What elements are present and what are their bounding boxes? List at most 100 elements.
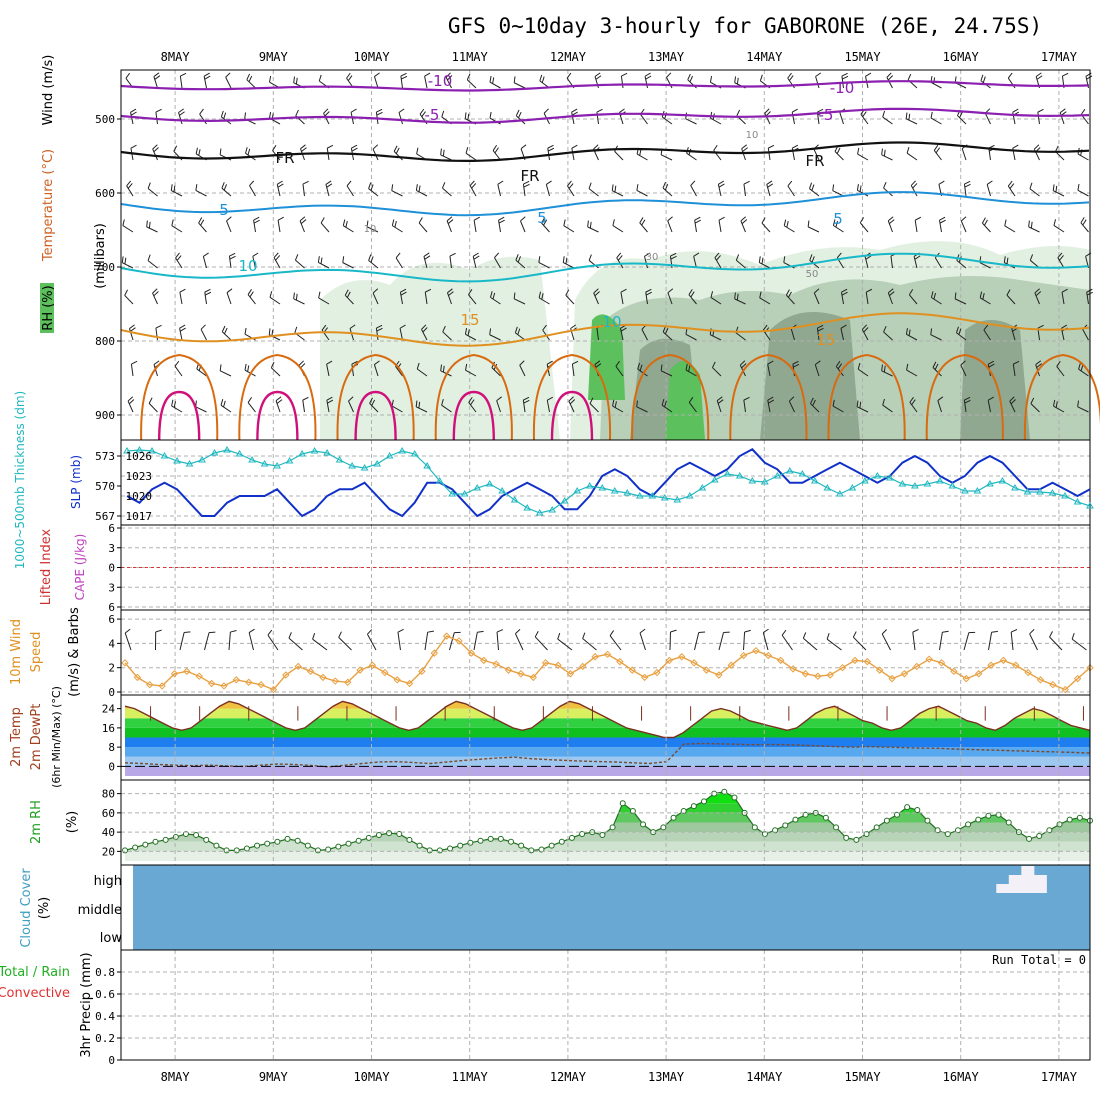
wind-barb bbox=[468, 294, 477, 305]
wind-barb-flag bbox=[718, 216, 725, 221]
wind-barb bbox=[645, 292, 648, 305]
wind-barb-flag bbox=[245, 147, 248, 154]
thickness-marker bbox=[185, 460, 194, 467]
wind-barb-flag bbox=[857, 362, 861, 370]
wind-barb bbox=[348, 400, 354, 413]
wind-barb-flag bbox=[767, 183, 774, 188]
wind-barb bbox=[690, 185, 697, 197]
wind-barb-flag bbox=[350, 108, 357, 113]
wind-barb bbox=[226, 292, 232, 305]
thickness-marker bbox=[423, 462, 432, 469]
wind-barb-flag bbox=[565, 257, 568, 265]
wind-barb bbox=[890, 256, 893, 269]
wind-barb-flag bbox=[298, 360, 304, 366]
thickness-marker bbox=[773, 472, 782, 479]
wind-barb bbox=[660, 154, 673, 161]
wind-barb-flag bbox=[1057, 252, 1063, 259]
wind-barb-flag bbox=[852, 631, 857, 638]
wind-barb-flag bbox=[1037, 324, 1044, 329]
wind-barb bbox=[247, 294, 256, 305]
wind-barb-flag bbox=[496, 396, 502, 402]
wind-barb-flag bbox=[247, 148, 251, 156]
wind-barb-flag bbox=[275, 396, 282, 402]
rh2m-marker bbox=[802, 811, 809, 818]
wind-barb-flag bbox=[326, 183, 333, 188]
wind-barb-flag bbox=[685, 363, 688, 371]
wind-barb-flag bbox=[325, 180, 332, 185]
wind-barb bbox=[803, 637, 818, 651]
wind-barb-flag bbox=[933, 292, 937, 300]
wind-barb-flag bbox=[146, 220, 148, 227]
slp-ylabel: SLP (mb) bbox=[69, 455, 83, 509]
wind-barb-flag bbox=[636, 184, 639, 191]
y-tick-label: 800 bbox=[95, 335, 115, 348]
wind10-marker bbox=[1012, 661, 1020, 669]
wind-barb-flag bbox=[248, 628, 255, 633]
wind-barb-flag bbox=[349, 324, 356, 329]
date-label-bottom: 14MAY bbox=[746, 1070, 783, 1084]
wind-barb-flag bbox=[783, 256, 786, 263]
rh2m-marker bbox=[558, 838, 565, 845]
thickness-line bbox=[126, 449, 1091, 514]
wind-barb bbox=[122, 262, 134, 269]
wind-barb-flag bbox=[541, 76, 545, 83]
wind-barb-flag bbox=[442, 365, 445, 373]
wind-barb-flag bbox=[180, 72, 187, 77]
wind-barb-flag bbox=[253, 216, 260, 221]
cloud-ylabel2: (%) bbox=[37, 897, 52, 920]
wind-barb-flag bbox=[836, 147, 841, 154]
wind10-marker bbox=[183, 667, 191, 676]
isotherm-minus5 bbox=[120, 107, 1090, 124]
wind-barb-flag bbox=[1029, 254, 1034, 261]
rh2m-marker bbox=[223, 847, 230, 854]
wind-barb-flag bbox=[523, 180, 530, 185]
rh2m-marker bbox=[396, 831, 403, 838]
wind-barb-flag bbox=[1078, 362, 1081, 370]
wind-barb-flag bbox=[569, 399, 576, 405]
wind10-marker bbox=[393, 676, 401, 684]
wind-barb bbox=[883, 331, 893, 341]
cape-ylabel: CAPE (J/kg) bbox=[73, 534, 87, 601]
thickness-marker bbox=[485, 480, 494, 487]
wind-barb bbox=[832, 190, 844, 197]
slp-line bbox=[126, 448, 1091, 518]
wind-barb bbox=[1029, 188, 1040, 197]
wind-barb-flag bbox=[743, 396, 750, 401]
rh2m-marker bbox=[721, 788, 728, 795]
thickness-marker bbox=[760, 478, 769, 485]
wind-barb-flag bbox=[416, 362, 420, 370]
rh2m-marker bbox=[670, 814, 677, 821]
thickness-marker bbox=[723, 470, 732, 477]
wind-barb-flag bbox=[787, 180, 793, 187]
thickness-marker bbox=[523, 504, 532, 511]
thickness-marker bbox=[360, 464, 369, 471]
wind-barb-flag bbox=[1053, 219, 1057, 226]
wind-barb bbox=[982, 222, 991, 233]
wind-barb bbox=[710, 334, 722, 341]
wind-barb-flag bbox=[489, 111, 492, 119]
y-tick-label: 0 bbox=[108, 562, 115, 575]
wind-barb-flag bbox=[170, 184, 173, 191]
wind-barb-flag bbox=[811, 256, 815, 263]
wind-barb bbox=[1029, 633, 1038, 651]
wind-barb-flag bbox=[835, 360, 841, 367]
wind-barb-flag bbox=[710, 291, 714, 298]
wind-barb bbox=[373, 76, 379, 89]
wind-barb-flag bbox=[543, 219, 548, 226]
wind-barb-flag bbox=[689, 75, 694, 83]
y-tick-label: 2 bbox=[108, 662, 115, 675]
wind10-marker bbox=[133, 673, 142, 682]
rh2m-marker bbox=[914, 806, 921, 813]
wind-barb-flag bbox=[881, 629, 887, 635]
precip-ylabel: 3hr Precip (mm) bbox=[79, 952, 94, 1057]
wind10-marker bbox=[591, 653, 599, 661]
wind-barb-flag bbox=[220, 110, 224, 118]
wind-barb-flag bbox=[960, 360, 966, 366]
wind-barb bbox=[498, 220, 501, 233]
wind-barb-flag bbox=[268, 328, 271, 335]
wind-barb bbox=[293, 298, 305, 305]
wind-barb-flag bbox=[836, 252, 842, 259]
wind-barb-flag bbox=[441, 110, 445, 118]
wind-barb-flag bbox=[513, 292, 516, 299]
wind-barb bbox=[344, 294, 354, 305]
